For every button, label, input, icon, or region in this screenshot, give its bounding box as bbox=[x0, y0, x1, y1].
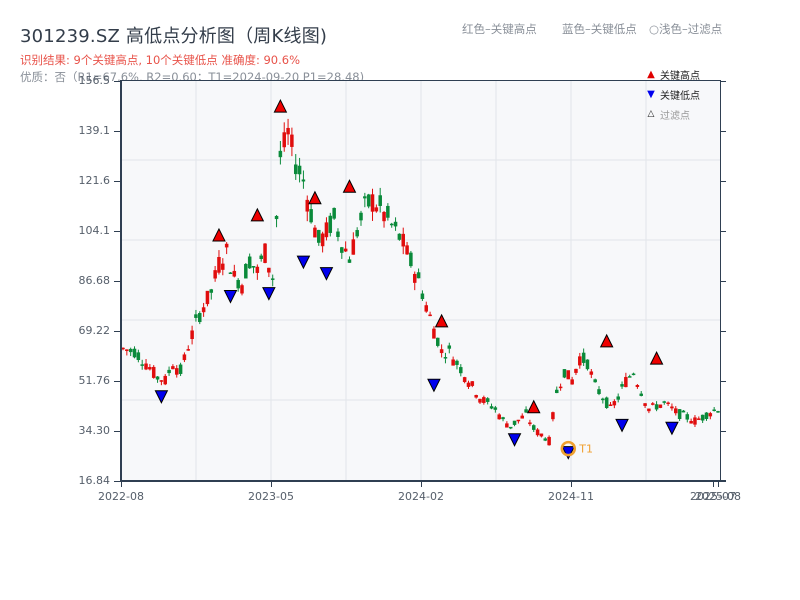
top-legend-light: ○浅色–过滤点 bbox=[649, 22, 723, 36]
y-tick-mark bbox=[114, 281, 120, 282]
axis-top bbox=[120, 80, 721, 81]
y-tick-mark-right bbox=[721, 331, 726, 332]
legend: ▲ 关键高点 ▼ 关键低点 △ 过滤点 bbox=[644, 64, 700, 124]
y-tick-label: 104.1 bbox=[78, 224, 111, 237]
x-tick-mark bbox=[571, 482, 572, 487]
t1-annotation-label: T1 bbox=[578, 443, 593, 456]
y-tick-mark-right bbox=[721, 281, 726, 282]
y-tick-label: 121.6 bbox=[78, 174, 111, 187]
x-tick-label: 2022-08 bbox=[98, 490, 144, 503]
red-up-triangle-icon: ▲ bbox=[647, 68, 655, 80]
blue-down-triangle-icon: ▼ bbox=[647, 88, 655, 100]
legend-item-filtered: △ 过滤点 bbox=[644, 104, 700, 124]
y-tick-mark bbox=[114, 81, 120, 82]
x-tick-mark bbox=[713, 482, 714, 487]
y-tick-label: 34.30 bbox=[78, 424, 111, 437]
y-tick-label: 51.76 bbox=[78, 374, 111, 387]
y-tick-mark-right bbox=[721, 181, 726, 182]
x-tick-label: 2024-02 bbox=[398, 490, 444, 503]
y-tick-label: 69.22 bbox=[78, 324, 111, 337]
y-tick-label: 86.68 bbox=[78, 274, 111, 287]
top-legend-red: 红色–关键高点 bbox=[462, 22, 537, 36]
y-tick-mark bbox=[114, 181, 120, 182]
axis-right bbox=[720, 81, 721, 482]
x-tick-mark bbox=[421, 482, 422, 487]
legend-item-key-low: ▼ 关键低点 bbox=[644, 84, 700, 104]
y-tick-mark-right bbox=[721, 481, 726, 482]
y-tick-mark-right bbox=[721, 131, 726, 132]
y-tick-mark-right bbox=[721, 81, 726, 82]
y-tick-mark bbox=[114, 331, 120, 332]
result-summary: 识别结果: 9个关键高点, 10个关键低点 准确度: 90.6% bbox=[20, 53, 301, 67]
y-tick-mark bbox=[114, 131, 120, 132]
x-tick-label: 2025-08 bbox=[695, 490, 741, 503]
y-tick-label: 16.84 bbox=[78, 474, 111, 487]
axis-left bbox=[120, 81, 122, 482]
top-legend-blue: 蓝色–关键低点 bbox=[562, 22, 637, 36]
x-tick-label: 2025-07 bbox=[690, 490, 736, 503]
x-tick-label: 2023-05 bbox=[248, 490, 294, 503]
light-triangle-icon: △ bbox=[647, 109, 655, 119]
y-tick-mark-right bbox=[721, 381, 726, 382]
y-tick-mark bbox=[114, 231, 120, 232]
y-tick-mark-right bbox=[721, 431, 726, 432]
x-tick-mark bbox=[271, 482, 272, 487]
x-tick-mark bbox=[121, 482, 122, 487]
legend-item-key-high: ▲ 关键高点 bbox=[644, 64, 700, 84]
x-tick-label: 2024-11 bbox=[548, 490, 594, 503]
y-tick-label: 139.1 bbox=[78, 124, 111, 137]
y-tick-label: 156.5 bbox=[78, 74, 111, 87]
y-tick-mark bbox=[114, 481, 120, 482]
y-tick-mark bbox=[114, 431, 120, 432]
y-tick-mark-right bbox=[721, 231, 726, 232]
chart-title: 301239.SZ 高低点分析图（周K线图) bbox=[20, 26, 328, 47]
y-tick-mark bbox=[114, 381, 120, 382]
axis-bottom bbox=[120, 480, 726, 482]
x-tick-mark bbox=[718, 482, 719, 487]
